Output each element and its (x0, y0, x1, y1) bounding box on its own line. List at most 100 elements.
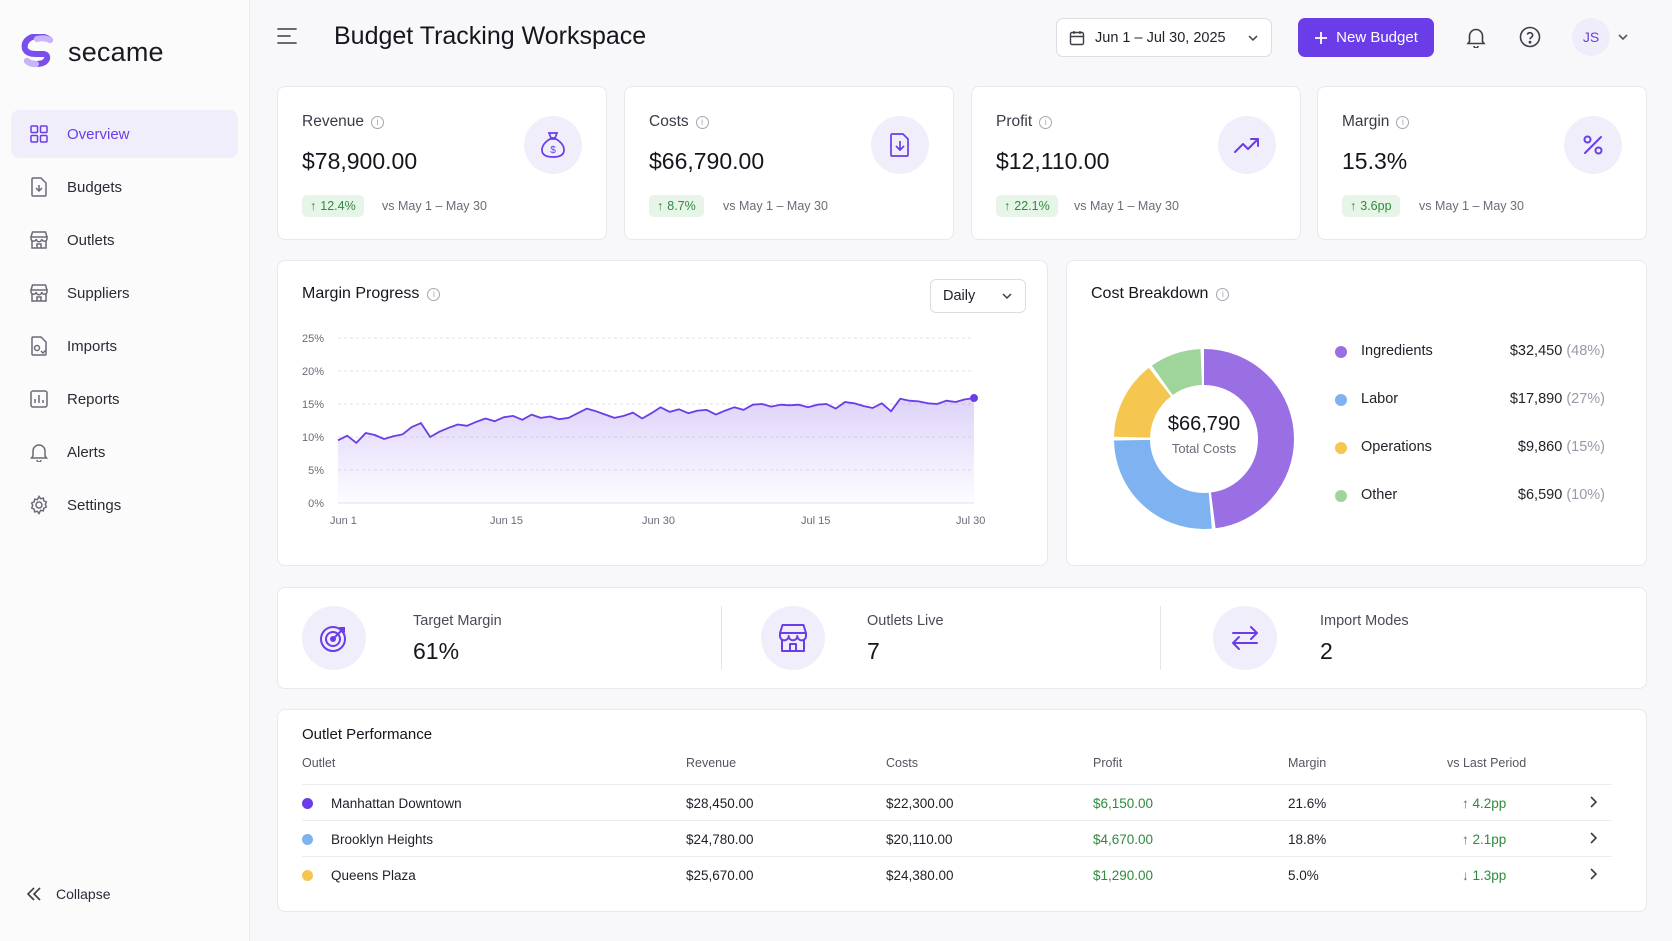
divider (1160, 606, 1161, 670)
arrow-up-icon: ↑ (1462, 796, 1469, 811)
table-row[interactable]: Manhattan Downtown $28,450.00 $22,300.00… (302, 784, 1612, 820)
new-budget-label: New Budget (1336, 29, 1418, 46)
outlet-name: Brooklyn Heights (331, 832, 434, 847)
y-tick-label: 0% (308, 498, 324, 510)
info-icon[interactable]: i (1039, 115, 1053, 129)
notifications-button[interactable] (1463, 24, 1489, 50)
legend-item-labor[interactable]: Labor $17,890 (27%) (1335, 390, 1605, 410)
period-select-value: Daily (943, 288, 976, 304)
sidebar-item-label: Budgets (67, 178, 123, 196)
percent-icon (1564, 116, 1622, 174)
legend-name: Other (1361, 487, 1398, 503)
account-menu-caret[interactable] (1616, 30, 1630, 44)
legend-name: Ingredients (1361, 343, 1433, 359)
sidebar-item-reports[interactable]: Reports (11, 375, 238, 423)
column-header: Revenue (686, 756, 737, 770)
arrow-up-icon: ↑ (1350, 199, 1357, 213)
sidebar-item-label: Reports (67, 390, 120, 408)
kpi-comparison: vs May 1 – May 30 (1074, 199, 1179, 213)
column-header: Outlet (302, 756, 336, 770)
info-icon[interactable]: i (1216, 287, 1230, 301)
store-icon (29, 230, 49, 250)
donut-total-value: $66,790 (1167, 413, 1241, 435)
profit-cell: $1,290.00 (1093, 868, 1154, 883)
column-header: Profit (1093, 756, 1123, 770)
user-avatar[interactable]: JS (1572, 18, 1610, 56)
info-icon[interactable]: i (695, 115, 709, 129)
kpi-comparison: vs May 1 – May 30 (723, 199, 828, 213)
info-icon[interactable]: i (427, 287, 441, 301)
arrow-up-icon: ↑ (657, 199, 664, 213)
kpi-comparison: vs May 1 – May 30 (1419, 199, 1524, 213)
chevron-right-icon[interactable] (1586, 867, 1600, 881)
chevron-down-icon (1618, 34, 1628, 41)
sidebar-item-imports[interactable]: Imports (11, 322, 238, 370)
kpi-value: $66,790.00 (649, 148, 765, 174)
costs-cell: $22,300.00 (886, 796, 954, 811)
kpi-delta-badge: ↑ 8.7% (649, 195, 704, 217)
sidebar-item-overview[interactable]: Overview (11, 110, 238, 158)
document-download-icon (29, 177, 49, 197)
table-row[interactable]: Brooklyn Heights $24,780.00 $20,110.00 $… (302, 820, 1612, 856)
series-line (337, 397, 975, 444)
outlet-performance-card: Outlet Performance Outlet Revenue Costs … (277, 709, 1647, 912)
legend-value: $17,890 (27%) (1509, 391, 1605, 407)
y-tick-label: 10% (302, 432, 324, 444)
legend-item-other[interactable]: Other $6,590 (10%) (1335, 486, 1605, 506)
outlet-name: Manhattan Downtown (331, 796, 462, 811)
bar-chart-icon (29, 389, 49, 409)
date-range-text: Jun 1 – Jul 30, 2025 (1095, 29, 1226, 46)
cost-donut-chart (1114, 349, 1294, 529)
arrow-up-icon: ↑ (310, 199, 317, 213)
donut-slice-labor[interactable] (1114, 349, 1294, 529)
divider (721, 606, 722, 670)
donut-total-label: Total Costs (1171, 441, 1237, 456)
sidebar-nav: Overview Budgets Outlets Suppliers Impor… (11, 110, 238, 534)
sidebar: secame Overview Budgets Outlets Supplier… (0, 0, 250, 941)
donut-slice-ingredients[interactable] (1114, 349, 1294, 529)
date-range-picker[interactable]: Jun 1 – Jul 30, 2025 (1056, 18, 1272, 57)
stat-value: 7 (867, 638, 880, 664)
kpi-card-profit: Profit i $12,110.00 ↑ 22.1% vs May 1 – May… (971, 86, 1301, 240)
stat-label: Outlets Live (867, 613, 944, 629)
table-title: Outlet Performance (302, 726, 433, 743)
donut-center: $66,790 Total Costs (1149, 413, 1259, 456)
outlet-name: Queens Plaza (331, 868, 416, 883)
x-tick-label: Jun 15 (490, 515, 523, 527)
y-tick-label: 20% (302, 366, 324, 378)
legend-value: $6,590 (10%) (1517, 487, 1605, 503)
kpi-label: Profit i (996, 113, 1053, 131)
sidebar-item-budgets[interactable]: Budgets (11, 163, 238, 211)
help-button[interactable] (1517, 24, 1543, 50)
sidebar-item-settings[interactable]: Settings (11, 481, 238, 529)
logo[interactable]: secame (20, 34, 164, 70)
period-select[interactable]: Daily (930, 279, 1026, 313)
arrow-up-icon: ↑ (1462, 832, 1469, 847)
margin-cell: 21.6% (1288, 796, 1327, 811)
margin-area-chart: 25% 20% 15% 10% 5% 0% Jun 1 Jun 15 Jun 30 Jul 15… (302, 333, 985, 527)
sidebar-item-suppliers[interactable]: Suppliers (11, 269, 238, 317)
collapse-button[interactable]: Collapse (26, 886, 110, 902)
menu-toggle-button[interactable] (276, 26, 302, 50)
help-circle-icon (1519, 26, 1541, 48)
chevron-down-icon (1248, 34, 1258, 41)
vs-cell: ↑ 2.1pp (1462, 832, 1507, 847)
table-row[interactable]: Queens Plaza $25,670.00 $24,380.00 $1,29… (302, 856, 1612, 892)
stat-label: Import Modes (1320, 613, 1409, 629)
kpi-label: Costs i (649, 113, 709, 131)
new-budget-button[interactable]: New Budget (1298, 18, 1434, 57)
info-icon[interactable]: i (1396, 115, 1410, 129)
chevron-right-icon[interactable] (1586, 831, 1600, 845)
margin-cell: 18.8% (1288, 832, 1327, 847)
legend-value: $32,450 (48%) (1509, 343, 1605, 359)
secame-logo-icon (21, 34, 53, 68)
sidebar-item-outlets[interactable]: Outlets (11, 216, 238, 264)
file-import-icon (29, 336, 49, 356)
legend-item-ingredients[interactable]: Ingredients $32,450 (48%) (1335, 342, 1605, 362)
sidebar-item-label: Suppliers (67, 284, 130, 302)
chevron-right-icon[interactable] (1586, 795, 1600, 809)
sidebar-item-alerts[interactable]: Alerts (11, 428, 238, 476)
info-icon[interactable]: i (371, 115, 385, 129)
kpi-delta-badge: ↑ 22.1% (996, 195, 1058, 217)
legend-item-operations[interactable]: Operations $9,860 (15%) (1335, 438, 1605, 458)
